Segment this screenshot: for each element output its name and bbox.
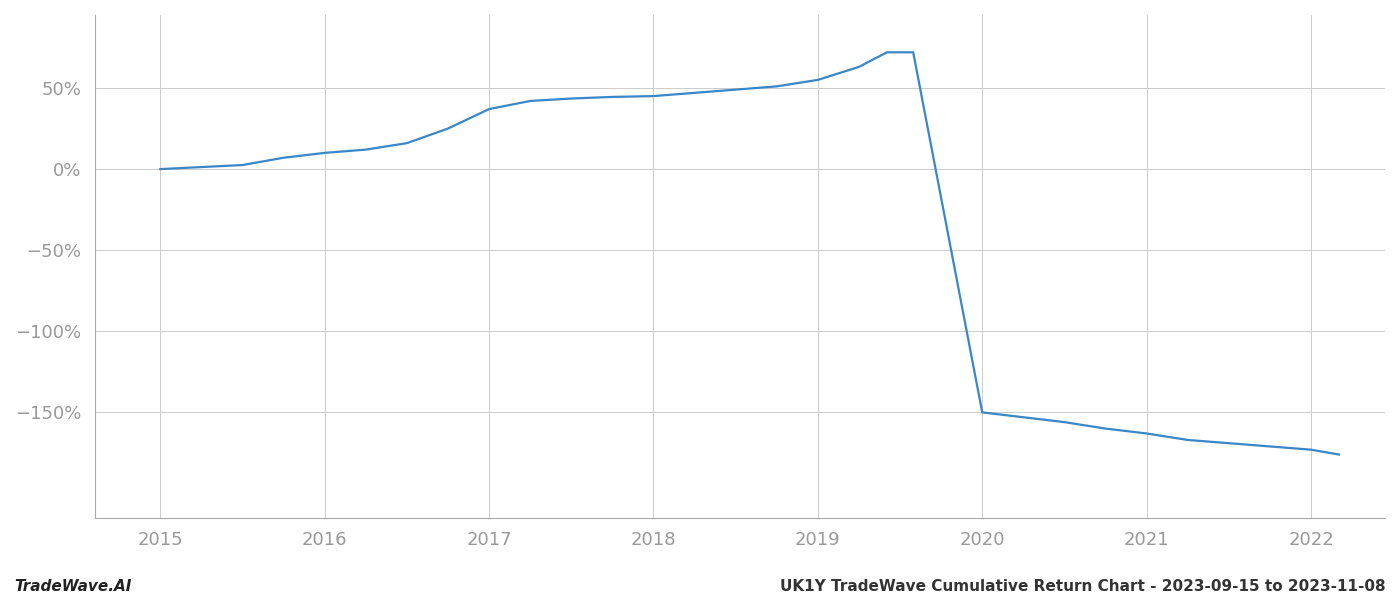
Text: TradeWave.AI: TradeWave.AI	[14, 579, 132, 594]
Text: UK1Y TradeWave Cumulative Return Chart - 2023-09-15 to 2023-11-08: UK1Y TradeWave Cumulative Return Chart -…	[780, 579, 1386, 594]
